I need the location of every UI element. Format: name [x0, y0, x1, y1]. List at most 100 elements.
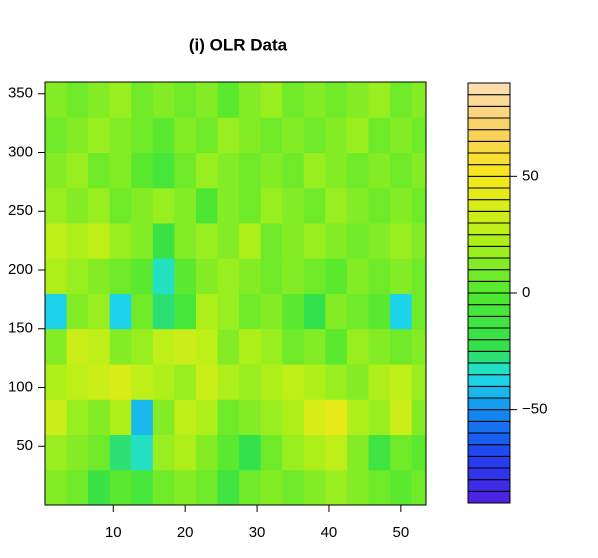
heat-cell — [195, 328, 219, 365]
x-tick-label: 50 — [392, 524, 409, 541]
heat-cell — [346, 117, 369, 153]
heat-cell — [411, 223, 426, 259]
heat-cell — [195, 223, 219, 259]
colorbar-band — [467, 199, 511, 212]
y-tick-label: 350 — [8, 85, 33, 102]
colorbar-band — [467, 350, 511, 364]
heat-cell — [152, 364, 175, 400]
colorbar-band — [467, 210, 511, 224]
heat-cell — [260, 258, 283, 294]
y-tick-label: 300 — [8, 143, 33, 160]
chart-title: (i) OLR Data — [189, 35, 288, 54]
heat-cell — [88, 434, 111, 471]
heat-cell — [282, 223, 305, 259]
heat-cell — [109, 152, 132, 189]
heat-cell — [88, 328, 111, 365]
heat-cell — [390, 293, 413, 330]
heat-cell — [152, 152, 175, 189]
heat-cell — [346, 364, 369, 400]
heat-cell — [282, 187, 305, 224]
colorbar-band — [467, 432, 511, 446]
colorbar-band — [467, 385, 511, 399]
heat-cell — [346, 434, 369, 471]
heat-cell — [195, 469, 219, 505]
colorbar-band — [467, 292, 511, 306]
colorbar-band — [467, 94, 511, 107]
x-tick-label: 10 — [105, 524, 122, 541]
heat-cell — [239, 152, 262, 189]
heat-cell — [45, 364, 68, 400]
colorbar-band — [467, 82, 511, 96]
heat-cell — [239, 434, 262, 471]
heat-cell — [239, 399, 262, 435]
heat-cell — [260, 82, 283, 118]
heat-cell — [368, 364, 391, 400]
colorbar-band — [467, 117, 511, 131]
colorbar-band — [467, 479, 511, 492]
heat-cell — [217, 469, 240, 505]
heat-cell — [282, 117, 305, 153]
heat-cell — [390, 223, 413, 259]
heat-cell — [88, 364, 111, 400]
colorbar-band — [467, 374, 511, 387]
colorbar-band — [467, 245, 511, 259]
heat-cell — [390, 328, 413, 365]
heat-cell — [303, 469, 326, 505]
heat-cell — [303, 258, 326, 294]
heat-cell — [131, 223, 154, 259]
heat-cell — [174, 117, 197, 153]
heat-cell — [45, 117, 68, 153]
heat-cell — [152, 258, 175, 294]
heat-cell — [195, 399, 219, 435]
colorbar-band — [467, 455, 511, 469]
y-tick-label: 100 — [8, 378, 33, 395]
heat-cell — [325, 187, 348, 224]
colorbar-band — [467, 362, 511, 376]
heat-cell — [66, 364, 89, 400]
heat-cell — [303, 82, 326, 118]
heat-cell — [45, 152, 68, 189]
heat-cell — [260, 293, 283, 330]
heat-cell — [239, 364, 262, 400]
colorbar-band — [467, 315, 511, 329]
heat-cell — [109, 399, 132, 435]
colorbar-tick-label: −50 — [522, 401, 547, 418]
heat-cell — [66, 223, 89, 259]
heat-cell — [217, 223, 240, 259]
heat-cell — [411, 187, 426, 224]
heat-cell — [303, 117, 326, 153]
heat-cell — [45, 223, 68, 259]
heat-cell — [368, 434, 391, 471]
heat-cell — [411, 293, 426, 330]
heat-cell — [368, 82, 391, 118]
heat-cell — [368, 469, 391, 505]
heat-cell — [66, 469, 89, 505]
colorbar-band — [467, 257, 511, 271]
heat-cell — [131, 187, 154, 224]
heat-cell — [282, 293, 305, 330]
heat-cell — [174, 364, 197, 400]
y-tick-label: 150 — [8, 320, 33, 337]
heat-cell — [239, 187, 262, 224]
colorbar-band — [467, 339, 511, 352]
heat-cell — [152, 293, 175, 330]
heat-cell — [217, 364, 240, 400]
heat-cell — [195, 187, 219, 224]
heat-cell — [260, 117, 283, 153]
heat-cell — [45, 187, 68, 224]
heatmap — [45, 82, 426, 505]
heat-cell — [390, 434, 413, 471]
heat-cell — [109, 364, 132, 400]
heat-cell — [282, 364, 305, 400]
heat-cell — [260, 469, 283, 505]
heat-cell — [303, 293, 326, 330]
heat-cell — [325, 223, 348, 259]
heat-cell — [325, 293, 348, 330]
heat-cell — [390, 258, 413, 294]
heat-cell — [152, 328, 175, 365]
heat-cell — [152, 434, 175, 471]
heat-cell — [346, 328, 369, 365]
heat-cell — [346, 293, 369, 330]
heat-cell — [411, 328, 426, 365]
heat-cell — [131, 258, 154, 294]
